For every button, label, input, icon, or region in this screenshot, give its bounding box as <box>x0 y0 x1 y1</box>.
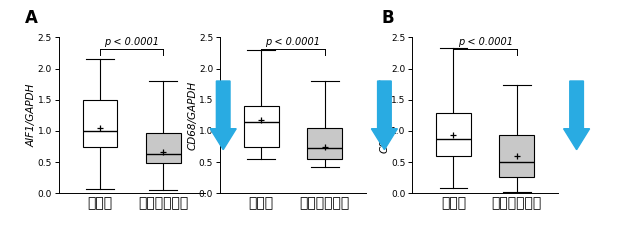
Bar <box>307 128 342 159</box>
Bar <box>499 135 534 177</box>
Y-axis label: AIF1/GAPDH: AIF1/GAPDH <box>26 84 36 147</box>
Bar <box>82 100 118 147</box>
Text: p < 0.0001: p < 0.0001 <box>458 37 513 47</box>
Y-axis label: CD68/GAPDH: CD68/GAPDH <box>187 81 197 150</box>
Text: p < 0.0001: p < 0.0001 <box>265 37 321 47</box>
Bar <box>244 106 279 147</box>
Text: p < 0.0001: p < 0.0001 <box>104 37 159 47</box>
Y-axis label: CSF1R/GAPDH: CSF1R/GAPDH <box>379 78 389 153</box>
Bar <box>436 113 471 156</box>
Bar <box>146 133 181 163</box>
Text: A: A <box>25 9 38 27</box>
Text: B: B <box>381 9 394 27</box>
